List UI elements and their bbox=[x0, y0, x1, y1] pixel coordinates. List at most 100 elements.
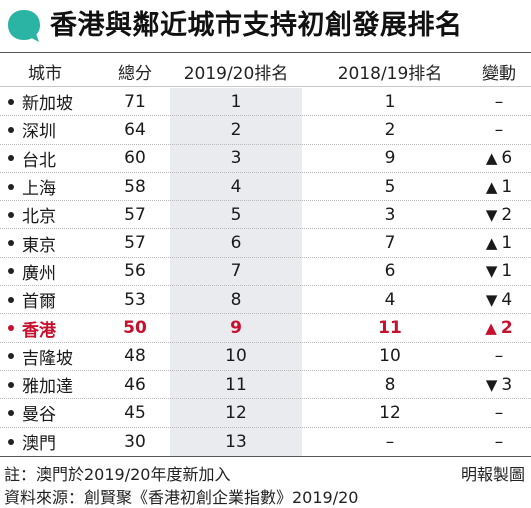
table-row: 新加坡 71 1 1 – bbox=[0, 88, 531, 117]
city-cell: 東京 bbox=[6, 229, 116, 256]
title-bar: 香港與鄰近城市支持初創發展排名 bbox=[0, 0, 531, 52]
arrow-down-icon: ▼ bbox=[485, 205, 498, 224]
header-rank-2018-19: 2018/19排名 bbox=[337, 63, 443, 84]
city-name: 深圳 bbox=[22, 122, 56, 143]
bottom-divider bbox=[0, 456, 531, 457]
header-divider bbox=[0, 86, 531, 87]
table-row: 台北 60 3 9 ▲ 6 bbox=[0, 145, 531, 173]
change-value: – bbox=[494, 119, 504, 140]
bullet-icon bbox=[8, 268, 14, 275]
city-name: 東京 bbox=[22, 235, 56, 256]
rank-2019-20-cell: 6 bbox=[230, 233, 242, 254]
arrow-down-icon: ▼ bbox=[485, 375, 498, 394]
change-value: 2 bbox=[501, 204, 513, 225]
score-cell: 57 bbox=[124, 233, 146, 254]
header-score: 總分 bbox=[118, 63, 152, 84]
rank-2018-19-cell: 11 bbox=[378, 318, 402, 339]
rank-2019-20-cell: 12 bbox=[225, 402, 247, 423]
city-name: 雅加達 bbox=[22, 377, 73, 398]
change-cell: – bbox=[468, 399, 530, 426]
city-cell: 香港 bbox=[6, 314, 116, 341]
city-name: 首爾 bbox=[22, 292, 56, 313]
rank-2019-20-cell: 3 bbox=[230, 148, 242, 169]
score-cell: 64 bbox=[124, 119, 146, 140]
table-row: 上海 58 4 5 ▲ 1 bbox=[0, 173, 531, 202]
change-value: – bbox=[494, 346, 504, 367]
rank-2019-20-cell: 1 bbox=[230, 91, 242, 112]
arrow-up-icon: ▲ bbox=[485, 177, 498, 196]
rank-2018-19-cell: 2 bbox=[384, 119, 396, 140]
bullet-icon bbox=[8, 98, 14, 105]
change-cell: – bbox=[468, 116, 530, 143]
city-cell: 上海 bbox=[6, 173, 116, 200]
city-cell: 北京 bbox=[6, 201, 116, 228]
rank-2019-20-cell: 4 bbox=[230, 176, 242, 197]
city-name: 新加坡 bbox=[22, 94, 73, 115]
change-cell: ▲ 6 bbox=[468, 145, 530, 172]
city-cell: 吉隆坡 bbox=[6, 343, 116, 370]
rank-2019-20-cell: 7 bbox=[230, 261, 242, 282]
rank-2018-19-cell: 4 bbox=[384, 289, 396, 310]
arrow-up-icon: ▲ bbox=[485, 149, 498, 168]
table-row: 東京 57 6 7 ▲ 1 bbox=[0, 229, 531, 258]
bullet-icon bbox=[8, 126, 14, 133]
city-cell: 澳門 bbox=[6, 428, 116, 456]
rank-2018-19-cell: 8 bbox=[384, 374, 396, 395]
table-row: 北京 57 5 3 ▼ 2 bbox=[0, 201, 531, 230]
city-name: 台北 bbox=[22, 150, 56, 171]
city-cell: 曼谷 bbox=[6, 399, 116, 426]
speech-bubble-icon bbox=[8, 10, 40, 42]
header-change: 變動 bbox=[482, 63, 516, 84]
bullet-icon bbox=[8, 438, 14, 445]
city-cell: 台北 bbox=[6, 145, 116, 172]
rank-2018-19-cell: 5 bbox=[384, 176, 396, 197]
change-cell: ▲ 1 bbox=[468, 173, 530, 200]
table-row: 曼谷 45 12 12 – bbox=[0, 399, 531, 428]
rank-2018-19-cell: 10 bbox=[379, 346, 401, 367]
change-value: 2 bbox=[500, 318, 513, 339]
score-cell: 46 bbox=[124, 374, 146, 395]
bullet-icon bbox=[8, 325, 14, 332]
change-value: 6 bbox=[501, 148, 513, 169]
header-rank-2019-20: 2019/20排名 bbox=[183, 63, 289, 84]
change-cell: ▲ 1 bbox=[468, 229, 530, 256]
change-cell: – bbox=[468, 343, 530, 370]
change-cell: ▲ 2 bbox=[468, 314, 530, 341]
table-row: 廣州 56 7 6 ▼ 1 bbox=[0, 258, 531, 287]
change-cell: – bbox=[468, 88, 530, 115]
graphic-credit: 明報製圖 bbox=[460, 465, 525, 484]
city-name: 吉隆坡 bbox=[22, 348, 73, 369]
score-cell: 60 bbox=[124, 148, 146, 169]
bullet-icon bbox=[8, 211, 14, 218]
score-cell: 30 bbox=[124, 431, 146, 452]
rank-2018-19-cell: 9 bbox=[384, 148, 396, 169]
arrow-down-icon: ▼ bbox=[485, 262, 498, 281]
bullet-icon bbox=[8, 296, 14, 303]
city-cell: 雅加達 bbox=[6, 371, 116, 398]
arrow-up-icon: ▲ bbox=[485, 234, 498, 253]
table-row: 香港 50 9 11 ▲ 2 bbox=[0, 314, 531, 343]
change-cell: ▼ 3 bbox=[468, 371, 530, 398]
city-name: 廣州 bbox=[22, 263, 56, 284]
change-value: – bbox=[494, 402, 504, 423]
city-cell: 廣州 bbox=[6, 258, 116, 285]
city-name: 上海 bbox=[22, 179, 56, 200]
rank-2019-20-cell: 8 bbox=[230, 289, 242, 310]
rank-2019-20-cell: 13 bbox=[225, 431, 247, 452]
change-value: 1 bbox=[501, 233, 513, 254]
footnote: 註：澳門於2019/20年度新加入 bbox=[4, 465, 231, 484]
rank-2018-19-cell: 1 bbox=[384, 91, 396, 112]
bullet-icon bbox=[8, 240, 14, 247]
table-row: 深圳 64 2 2 – bbox=[0, 116, 531, 145]
table-header: 城市 總分 2019/20排名 2018/19排名 變動 bbox=[0, 56, 531, 86]
city-name: 香港 bbox=[22, 320, 56, 341]
city-name: 北京 bbox=[22, 207, 56, 228]
rank-2019-20-cell: 5 bbox=[230, 204, 242, 225]
header-city: 城市 bbox=[28, 63, 62, 84]
bullet-icon bbox=[8, 409, 14, 416]
change-value: 1 bbox=[501, 261, 513, 282]
page-title: 香港與鄰近城市支持初創發展排名 bbox=[50, 10, 463, 41]
score-cell: 48 bbox=[124, 346, 146, 367]
change-cell: ▼ 4 bbox=[468, 286, 530, 313]
rank-2019-20-column-highlight bbox=[170, 88, 302, 456]
